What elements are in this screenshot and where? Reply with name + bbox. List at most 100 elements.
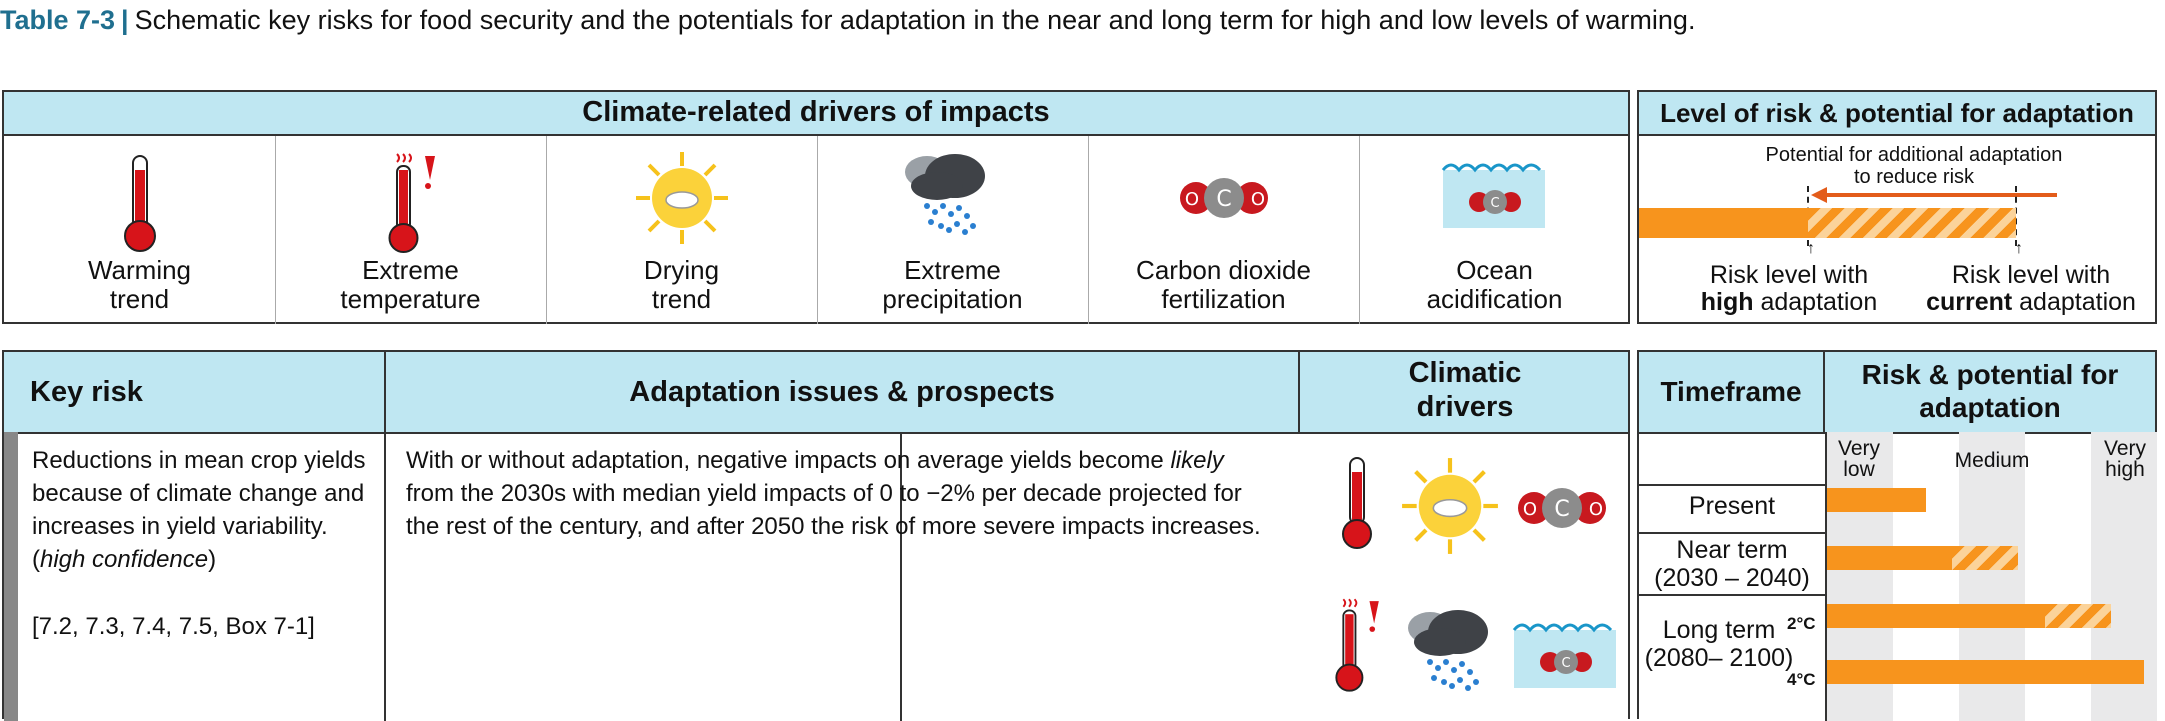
risk-timeframe-table: Timeframe Risk & potential for adaptatio… xyxy=(1637,350,2157,721)
header-adaptation: Adaptation issues & prospects xyxy=(386,352,1300,432)
adaptation-likely: likely xyxy=(1170,447,1224,474)
driver-extreme-precipitation: Extreme precipitation xyxy=(817,136,1089,324)
adaptation-text-2: from the 2030s with median yield impacts… xyxy=(406,480,1242,507)
climate-drivers-panel: Climate-related drivers of impacts Warmi… xyxy=(2,90,1630,324)
legend-current-bold: current xyxy=(1926,288,2013,316)
dashed-marker-current xyxy=(2015,186,2017,246)
sun-icon xyxy=(636,152,728,244)
scale-very-low: Very low xyxy=(1829,438,1889,480)
risk-bar-high-adaptation xyxy=(1827,660,2144,684)
driver-label-2: trend xyxy=(651,284,712,314)
co2-molecule-icon: C O O xyxy=(1180,178,1268,218)
timeframe-near-1: Near term xyxy=(1676,536,1788,564)
legend-high-suffix: adaptation xyxy=(1760,288,1878,316)
extreme-temperature-icon xyxy=(1335,598,1379,692)
driver-label-1: Drying xyxy=(643,255,720,285)
key-risk-line: increases in yield variability. xyxy=(32,513,328,540)
timeframe-near-2: (2030 – 2040) xyxy=(1654,564,1810,592)
driver-label-2: fertilization xyxy=(1161,284,1286,314)
key-risk-line: Reductions in mean crop yields xyxy=(32,447,366,474)
extreme-temperature-icon xyxy=(388,153,435,253)
legend-current-label: Risk level with current adaptation xyxy=(1901,262,2161,316)
driver-co2-fertilization: C O O Carbon dioxide fertilization xyxy=(1088,136,1360,324)
timeframe-near-term: Near term (2030 – 2040) xyxy=(1639,536,1825,592)
potential-label-1: Potential for additional adaptation xyxy=(1765,144,2063,166)
adaptation-cell: With or without adaptation, negative imp… xyxy=(406,444,1296,543)
header-climatic-drivers: Climatic drivers xyxy=(1300,356,1630,424)
legend-current-prefix: Risk level with xyxy=(1951,261,2111,289)
label-4c: 4°C xyxy=(1787,670,1816,689)
caption-separator: | xyxy=(121,5,129,35)
svg-text:C: C xyxy=(1490,196,1499,211)
adaptation-text-1: With or without adaptation, negative imp… xyxy=(406,447,1171,474)
driver-label-2: temperature xyxy=(340,284,481,314)
header-drivers-line-2: drivers xyxy=(1416,391,1514,423)
driver-label-2: trend xyxy=(109,284,170,314)
header-risk-potential: Risk & potential for adaptation xyxy=(1825,358,2155,424)
driver-label-2: precipitation xyxy=(882,284,1023,314)
caption-text: Schematic key risks for food security an… xyxy=(134,5,1696,35)
svg-text:C: C xyxy=(1554,497,1569,522)
key-risk-line: because of climate change and xyxy=(32,480,365,507)
risk-legend-panel: Level of risk & potential for adaptation… xyxy=(1637,90,2157,324)
svg-text:O: O xyxy=(1523,499,1537,520)
scale-very-high-1: Very xyxy=(2103,437,2147,460)
risk-bar-high-adaptation xyxy=(1827,488,1926,512)
confidence-open: ( xyxy=(32,546,40,573)
driver-drying-trend: Drying trend xyxy=(546,136,818,324)
climate-drivers-title: Climate-related drivers of impacts xyxy=(4,92,1628,136)
co2-molecule-icon: C O O xyxy=(1518,488,1606,528)
table-caption: Table 7-3 | Schematic key risks for food s… xyxy=(0,0,1695,40)
svg-text:O: O xyxy=(1185,189,1199,210)
legend-high-prefix: Risk level with xyxy=(1709,261,1869,289)
svg-text:C: C xyxy=(1216,187,1231,212)
timeframe-long-term: Long term (2080– 2100) xyxy=(1639,616,1799,672)
chapter-references: [7.2, 7.3, 7.4, 7.5, Box 7-1] xyxy=(32,613,315,640)
risk-bar-high-adaptation xyxy=(1827,546,1952,570)
svg-text:O: O xyxy=(1251,189,1265,210)
header-drivers-line-1: Climatic xyxy=(1408,357,1522,389)
up-arrow-icon: ↑ xyxy=(2015,240,2023,257)
timeframe-long-1: Long term xyxy=(1662,616,1776,644)
thermometer-icon xyxy=(1342,457,1372,549)
risk-bars xyxy=(1827,432,2157,721)
risk-bar-high-adaptation xyxy=(1827,604,2045,628)
confidence-note: (high confidence) xyxy=(32,543,382,576)
scale-very-low-2: low xyxy=(1843,458,1875,481)
scale-medium: Medium xyxy=(1954,449,2030,472)
confidence-close: ) xyxy=(208,546,217,573)
timeframe-long-2: (2080– 2100) xyxy=(1644,644,1794,672)
driver-warming-trend: Warming trend xyxy=(4,136,276,324)
driver-label-1: Extreme xyxy=(904,255,1001,285)
up-arrow-icon: ↑ xyxy=(1807,240,1815,257)
legend-bar-high xyxy=(1639,208,1808,238)
adaptation-text-3: the rest of the century, and after 2050 … xyxy=(406,513,1261,540)
driver-label-1: Carbon dioxide xyxy=(1136,255,1311,285)
scale-very-high-2: high xyxy=(2105,458,2145,481)
legend-current-suffix: adaptation xyxy=(2019,288,2136,316)
header-key-risk: Key risk xyxy=(4,352,386,432)
potential-arrow-icon xyxy=(1811,187,2057,203)
scale-very-high: Very high xyxy=(2095,438,2155,480)
ocean-acidification-icon: C xyxy=(1441,163,1545,228)
key-risk-cell: Reductions in mean crop yields because o… xyxy=(32,444,382,643)
driver-extreme-temperature: Extreme temperature xyxy=(275,136,547,324)
driver-ocean-acidification: C Ocean acidification xyxy=(1359,136,1630,324)
rain-cloud-icon xyxy=(1408,610,1488,691)
confidence-level: high confidence xyxy=(40,546,209,573)
risk-bar-adaptation-potential xyxy=(2045,604,2111,628)
key-risk-table: Key risk Adaptation issues & prospects C… xyxy=(2,350,1630,721)
scale-very-low-1: Very xyxy=(1837,437,1881,460)
risk-bar-adaptation-potential xyxy=(1952,546,2018,570)
timeframe-present: Present xyxy=(1688,492,1776,520)
svg-text:O: O xyxy=(1589,499,1603,520)
driver-label-1: Ocean xyxy=(1456,255,1533,285)
ocean-acidification-icon: C xyxy=(1512,623,1616,688)
rain-cloud-icon xyxy=(905,154,985,235)
legend-bar-potential xyxy=(1808,208,2016,238)
driver-label-1: Extreme xyxy=(362,255,459,285)
legend-high-bold: high xyxy=(1700,288,1754,316)
header-risk-line-2: adaptation xyxy=(1919,392,2061,423)
header-risk-line-1: Risk & potential for xyxy=(1861,359,2119,390)
legend-high-label: Risk level with high adaptation xyxy=(1679,262,1899,316)
